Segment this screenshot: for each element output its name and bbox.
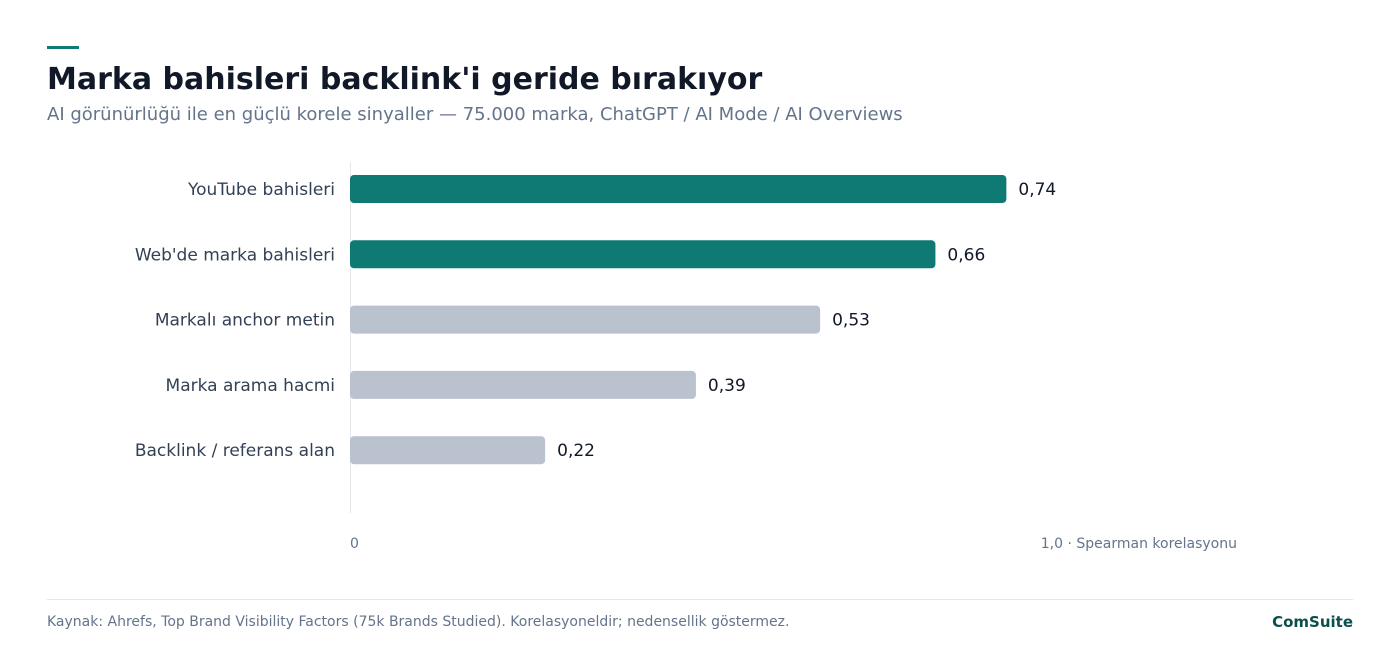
source-note: Kaynak: Ahrefs, Top Brand Visibility Fac…: [47, 614, 790, 630]
value-label: 0,74: [1018, 180, 1056, 200]
bar: [350, 436, 546, 465]
bar: [350, 305, 821, 334]
category-label: Web'de marka bahisleri: [135, 245, 335, 265]
chart-title: Marka bahisleri backlink'i geride bırakı…: [47, 62, 763, 97]
value-label: 0,66: [947, 245, 985, 265]
title-accent-bar: [47, 46, 79, 49]
footer-divider: [47, 599, 1353, 600]
bar: [350, 175, 1007, 203]
bar: [350, 240, 936, 269]
brand-logo-text: ComSuite: [1272, 613, 1353, 631]
bar: [350, 370, 696, 399]
category-label: Marka arama hacmi: [166, 376, 335, 396]
value-label: 0,22: [557, 441, 595, 461]
chart-subtitle: AI görünürlüğü ile en güçlü korele sinya…: [47, 104, 903, 125]
category-label: Backlink / referans alan: [135, 441, 335, 461]
category-label: Markalı anchor metin: [155, 311, 335, 331]
x-tick-label-max: 1,0 · Spearman korelasyonu: [1041, 536, 1237, 552]
category-label: YouTube bahisleri: [187, 180, 335, 200]
value-label: 0,39: [708, 376, 746, 396]
value-label: 0,53: [832, 311, 870, 331]
x-tick-label-min: 0: [350, 536, 359, 552]
